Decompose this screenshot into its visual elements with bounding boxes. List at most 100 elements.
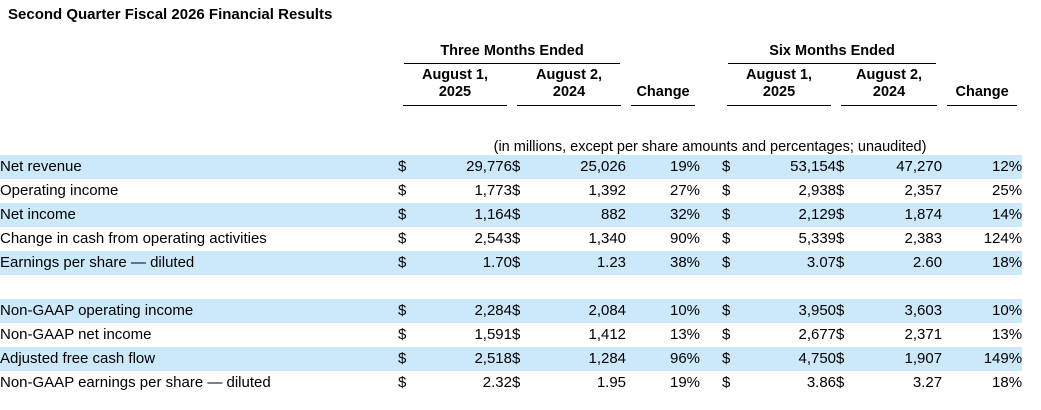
date-line2: 2025 [762, 84, 796, 100]
change-header-label: Change [631, 81, 696, 106]
date-line2: 2025 [438, 84, 472, 100]
tm-2024-value: 1,392 [588, 182, 627, 199]
change-column-spacer [626, 43, 700, 64]
table-row-net-revenue: Net revenue $ 29,776 $ 25,026 19% $ 53,1… [0, 155, 1023, 179]
column-gap [700, 203, 722, 227]
dollar-sign: $ [836, 254, 845, 271]
sm-2025-value: 5,339 [798, 230, 837, 247]
dollar-sign: $ [836, 230, 845, 247]
tm-change-value: 32% [670, 206, 701, 223]
tm-2025-value: 2,284 [474, 302, 512, 319]
date-line2: 2024 [872, 84, 906, 100]
sm-change-value: 14% [992, 206, 1023, 223]
dollar-sign: $ [512, 254, 521, 271]
dollar-sign: $ [398, 206, 407, 223]
date-header: August 1, 2025 [403, 64, 507, 106]
tm-change-value: 10% [670, 302, 701, 319]
sm-2024-value: 47,270 [896, 158, 943, 175]
dollar-sign: $ [836, 350, 845, 367]
dollar-sign: $ [836, 326, 845, 343]
date-header: August 2, 2024 [841, 64, 938, 106]
sm-2024-value: 1,874 [904, 206, 943, 223]
tm-change-value: 38% [670, 254, 701, 271]
dollar-sign: $ [512, 350, 521, 367]
tm-2025-value: 1,591 [474, 326, 512, 343]
column-gap [700, 299, 722, 323]
page-title: Second Quarter Fiscal 2026 Financial Res… [8, 6, 333, 23]
table-row-operating-income: Operating income $ 1,773 $ 1,392 27% $ 2… [0, 179, 1022, 203]
dollar-sign: $ [512, 206, 521, 223]
note-spacer [0, 106, 398, 155]
sm-change-value: 25% [992, 182, 1023, 199]
column-header-row: August 1, 2025 August 2, 2024 Change Augus… [0, 64, 1022, 106]
sm-2024-value: 2,357 [904, 182, 943, 199]
group-header-six-months-label: Six Months Ended [728, 43, 937, 64]
dollar-sign: $ [398, 374, 407, 391]
column-gap [700, 155, 722, 179]
sm-change-value: 13% [992, 326, 1023, 343]
sm-2025-value: 2,129 [798, 206, 837, 223]
tm-2024-value: 1,412 [588, 326, 627, 343]
sm-change-value: 12% [992, 158, 1023, 175]
date-line1: August 1, [421, 67, 489, 83]
sm-2024-value: 2,371 [904, 326, 943, 343]
col-header-sm-aug1-2025: August 1, 2025 [722, 64, 836, 106]
row-label: Non-GAAP earnings per share — diluted [0, 374, 271, 391]
dollar-sign: $ [398, 350, 407, 367]
dollar-sign: $ [836, 206, 845, 223]
tm-2025-value: 1,164 [474, 206, 512, 223]
row-label: Adjusted free cash flow [0, 350, 156, 367]
col-header-tm-aug1-2025: August 1, 2025 [398, 64, 512, 106]
separator-cell [0, 275, 1022, 299]
dollar-sign: $ [512, 326, 521, 343]
date-line1: August 2, [856, 67, 923, 83]
group-header-three-months-label: Three Months Ended [404, 43, 621, 64]
row-label: Net income [0, 206, 76, 223]
sm-change-value: 149% [983, 350, 1023, 367]
change-column-spacer [942, 43, 1022, 64]
column-gap [700, 227, 722, 251]
tm-2025-value: 2.32 [482, 374, 512, 391]
dollar-sign: $ [722, 326, 731, 343]
dollar-sign: $ [722, 230, 731, 247]
date-header: August 2, 2024 [517, 64, 622, 106]
note-row: (in millions, except per share amounts a… [0, 106, 1022, 155]
tm-2025-value: 29,776 [466, 158, 512, 175]
sm-2025-value: 3,950 [798, 302, 837, 319]
dollar-sign: $ [398, 302, 407, 319]
dollar-sign: $ [722, 302, 731, 319]
sm-2024-value: 3.27 [912, 374, 943, 391]
table-row-change-in-cash: Change in cash from operating activities… [0, 227, 1022, 251]
section-separator-row [0, 275, 1022, 299]
sm-change-value: 10% [992, 302, 1023, 319]
label-column-spacer [0, 64, 398, 106]
tm-2024-value: 1.23 [596, 254, 627, 271]
tm-2024-value: 882 [601, 206, 627, 223]
col-header-sm-change: Change [942, 64, 1022, 106]
dollar-sign: $ [398, 230, 407, 247]
column-gap [700, 347, 722, 371]
tm-change-value: 13% [670, 326, 701, 343]
table-row-net-income: Net income $ 1,164 $ 882 32% $ 2,129 $ 1… [0, 203, 1023, 227]
tm-2024-value: 1,284 [588, 350, 627, 367]
units-note: (in millions, except per share amounts a… [493, 139, 927, 155]
dollar-sign: $ [722, 254, 731, 271]
sm-change-value: 124% [983, 230, 1023, 247]
gap-column-spacer [700, 43, 722, 64]
tm-2025-value: 2,543 [474, 230, 512, 247]
tm-2024-value: 2,084 [588, 302, 627, 319]
label-column-spacer [0, 43, 398, 64]
row-label: Earnings per share — diluted [0, 254, 195, 271]
dollar-sign: $ [512, 158, 521, 175]
row-label: Non-GAAP operating income [0, 302, 194, 319]
col-header-tm-aug2-2024: August 2, 2024 [512, 64, 626, 106]
column-gap [700, 179, 722, 203]
sm-2025-value: 3.07 [806, 254, 837, 271]
sm-2024-value: 1,907 [904, 350, 943, 367]
group-header-six-months: Six Months Ended [722, 43, 942, 64]
tm-2024-value: 1,340 [588, 230, 627, 247]
dollar-sign: $ [722, 158, 731, 175]
sm-2025-value: 3.86 [806, 374, 837, 391]
gap-column-spacer [700, 64, 722, 106]
dollar-sign: $ [722, 350, 731, 367]
